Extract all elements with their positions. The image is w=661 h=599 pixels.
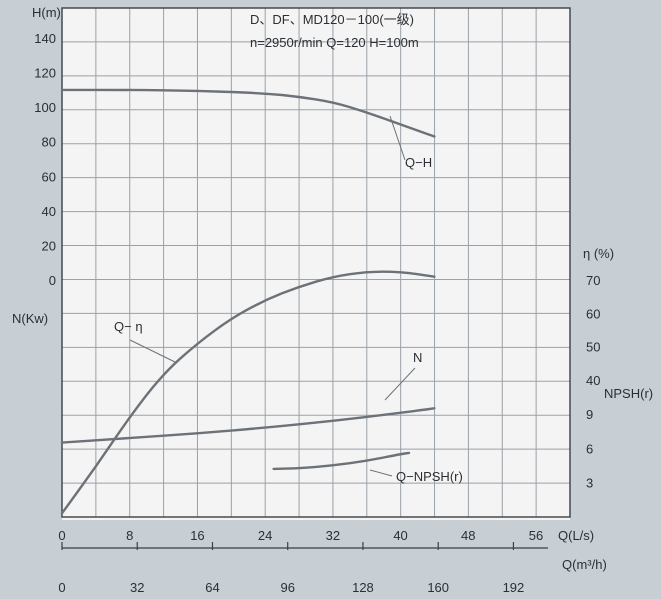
x-tick-label: 24 xyxy=(258,528,272,543)
y-head-tick-label: 120 xyxy=(34,66,56,81)
x-tick-label: 8 xyxy=(126,528,133,543)
y-eff-axis-label: η (%) xyxy=(583,246,614,261)
title: D、DF、MD120－100(一级) xyxy=(250,12,414,27)
x-tick-label: 48 xyxy=(461,528,475,543)
y-npsh-tick-label: 9 xyxy=(586,407,593,422)
x-tick-label: 16 xyxy=(190,528,204,543)
x2-tick-label: 128 xyxy=(352,580,374,595)
curves xyxy=(60,88,436,515)
series-label-q-npsh: Q−NPSH(r) xyxy=(396,469,463,484)
leader-line xyxy=(369,469,393,477)
y-head-tick-label: 0 xyxy=(49,273,56,288)
y-head-tick-label: 40 xyxy=(42,204,56,219)
plot-frame xyxy=(61,7,571,518)
series-curve-1 xyxy=(60,270,436,515)
y-head-tick-label: 100 xyxy=(34,100,56,115)
series-label-n: N xyxy=(413,350,422,365)
x2-tick-label: 32 xyxy=(130,580,144,595)
y-head-axis-label: H(m) xyxy=(32,5,61,20)
x-tick-label: 32 xyxy=(326,528,340,543)
y-eff-tick-label: 60 xyxy=(586,306,600,321)
y-eff-tick-label: 50 xyxy=(586,340,600,355)
series-curve-0 xyxy=(60,88,436,138)
x2-tick-label: 64 xyxy=(205,580,219,595)
x-tick-label: 56 xyxy=(529,528,543,543)
y-npsh-tick-label: 3 xyxy=(586,476,593,491)
x2-tick-label: 192 xyxy=(503,580,525,595)
x2-tick-label: 96 xyxy=(280,580,294,595)
y-power-axis-label: N(Kw) xyxy=(12,311,48,326)
y-head-tick-label: 20 xyxy=(42,238,56,253)
x2-axis-label: Q(m³/h) xyxy=(562,557,607,572)
tick-labels: 0 8 16 24 32 40 48 560 32 64 96 128 160 1920204060801… xyxy=(34,31,600,595)
leader-line xyxy=(384,367,416,401)
x-axis-label: Q(L/s) xyxy=(558,528,594,543)
x-tick-label: 0 xyxy=(58,528,65,543)
y-eff-tick-label: 70 xyxy=(586,273,600,288)
y-head-tick-label: 60 xyxy=(42,169,56,184)
series-curve-3 xyxy=(272,451,411,471)
x2-tick-label: 0 xyxy=(58,580,65,595)
y-npsh-tick-label: 6 xyxy=(586,441,593,456)
x2-tick-label: 160 xyxy=(427,580,449,595)
series-label-q-h: Q−H xyxy=(405,155,432,170)
series-curve-2 xyxy=(60,407,436,444)
plot-area xyxy=(62,8,570,520)
y-head-tick-label: 140 xyxy=(34,31,56,46)
y-eff-tick-label: 40 xyxy=(586,373,600,388)
y-head-tick-label: 80 xyxy=(42,135,56,150)
subtitle: n=2950r/min Q=120 H=100m xyxy=(250,35,419,50)
series-label-q-eta: Q− η xyxy=(114,319,143,334)
x-tick-label: 40 xyxy=(393,528,407,543)
y-npsh-axis-label: NPSH(r) xyxy=(604,386,653,401)
leader-line xyxy=(129,339,176,363)
leader-line xyxy=(389,115,406,161)
